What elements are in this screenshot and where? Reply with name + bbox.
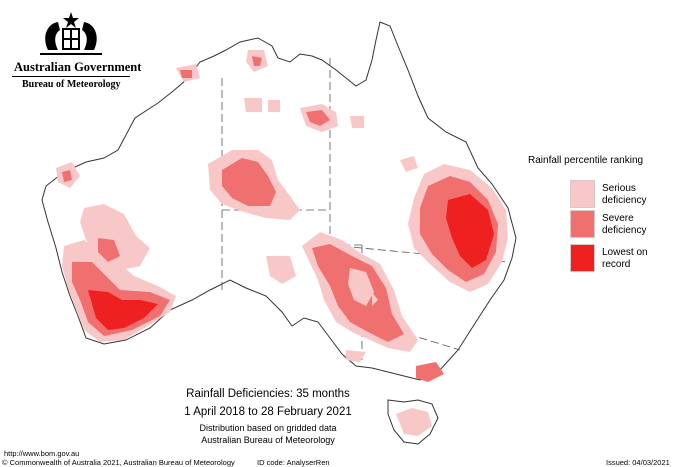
legend-swatch-lowest — [570, 244, 595, 272]
legend-label-severe-line2: deficiency — [602, 225, 647, 236]
header-divider — [12, 76, 130, 77]
caption-period: 1 April 2018 to 28 February 2021 — [184, 406, 352, 418]
legend-label-severe: Severe deficiency — [602, 213, 672, 237]
caption-note-data: Distribution based on gridded data — [199, 423, 337, 433]
commonwealth-coat-of-arms-icon — [40, 12, 102, 55]
legend-label-lowest-line1: Lowest on — [602, 247, 648, 258]
caption-note-source: Australian Bureau of Meteorology — [201, 435, 335, 445]
caption-title: Rainfall Deficiencies: 35 months — [186, 388, 350, 400]
footer-id-code: ID code: AnalyserRen — [257, 458, 330, 467]
deficiency-sa-vic — [302, 232, 444, 382]
deficiency-east — [372, 156, 508, 306]
legend-label-serious-line2: deficiency — [602, 195, 647, 206]
legend-label-lowest: Lowest on record — [602, 247, 672, 271]
legend-swatch-serious — [570, 180, 595, 208]
legend-label-serious: Serious deficiency — [602, 183, 672, 207]
footer-issued: Issued: 04/03/2021 — [606, 458, 670, 467]
bureau-title: Bureau of Meteorology — [22, 79, 121, 90]
legend-label-lowest-line2: record — [602, 259, 631, 270]
government-title: Australian Government — [14, 60, 142, 74]
legend-swatch-severe — [570, 210, 595, 238]
footer-url: http://www.bom.gov.au — [4, 449, 80, 458]
legend-label-serious-line1: Serious — [602, 183, 636, 194]
legend-title: Rainfall percentile ranking — [528, 155, 644, 166]
legend-label-severe-line1: Severe — [602, 213, 634, 224]
deficiency-central — [176, 50, 364, 284]
deficiency-wa — [56, 162, 176, 342]
deficiency-tasmania — [396, 408, 432, 436]
footer-copyright: © Commonwealth of Australia 2021, Austra… — [2, 458, 235, 467]
